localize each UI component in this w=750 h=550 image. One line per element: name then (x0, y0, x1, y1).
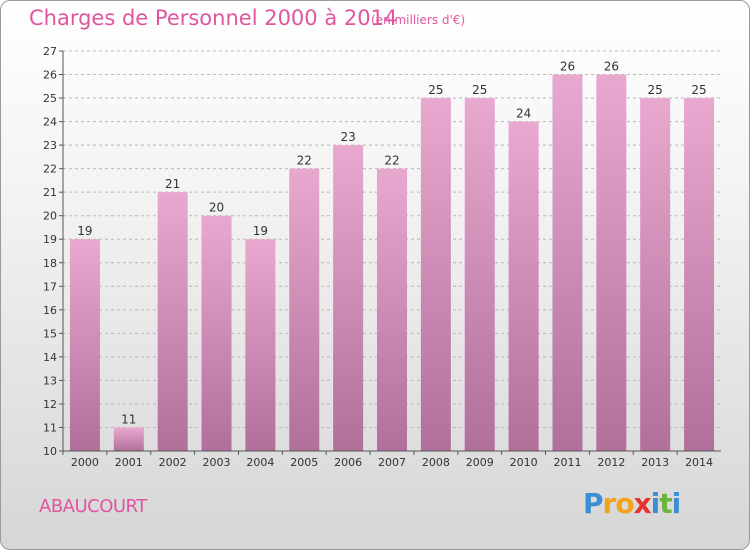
y-tick-label: 12 (43, 398, 57, 411)
y-tick-label: 20 (43, 210, 57, 223)
data-label: 22 (297, 154, 312, 168)
y-tick-label: 14 (43, 351, 57, 364)
logo-letter: o (615, 487, 634, 520)
data-label: 26 (560, 60, 575, 74)
data-label: 25 (472, 83, 487, 97)
x-tick-label: 2000 (71, 456, 99, 469)
x-tick-label: 2005 (290, 456, 318, 469)
bar (420, 98, 451, 451)
x-tick-label: 2008 (422, 456, 450, 469)
data-label: 23 (340, 130, 355, 144)
data-label: 25 (648, 83, 663, 97)
x-tick-label: 2012 (597, 456, 625, 469)
logo-letter: t (659, 487, 672, 520)
x-tick-label: 2003 (203, 456, 231, 469)
y-tick-label: 17 (43, 280, 57, 293)
data-label: 25 (691, 83, 706, 97)
bar (333, 145, 364, 451)
logo-letter: i (671, 487, 682, 520)
y-tick-label: 23 (43, 139, 57, 152)
y-tick-label: 16 (43, 304, 57, 317)
y-tick-label: 19 (43, 233, 57, 246)
y-tick-label: 22 (43, 163, 57, 176)
bar (69, 239, 100, 451)
y-tick-label: 13 (43, 374, 57, 387)
y-tick-label: 18 (43, 257, 57, 270)
bar (640, 98, 671, 451)
chart-subtitle: (en milliers d'€) (371, 13, 466, 27)
x-tick-label: 2001 (115, 456, 143, 469)
proxiti-logo: Proxiti (583, 487, 682, 520)
x-tick-label: 2010 (510, 456, 538, 469)
y-tick-label: 24 (43, 116, 57, 129)
chart-title: Charges de Personnel 2000 à 2014 (29, 6, 398, 30)
bar (157, 192, 188, 452)
x-tick-label: 2007 (378, 456, 406, 469)
bar (684, 98, 715, 451)
bar (596, 74, 627, 451)
data-label: 11 (121, 412, 136, 426)
x-tick-label: 2002 (159, 456, 187, 469)
logo-letter: x (633, 487, 652, 520)
y-tick-label: 11 (43, 421, 57, 434)
y-tick-label: 15 (43, 327, 57, 340)
logo-letter: r (602, 487, 617, 520)
data-label: 21 (165, 177, 180, 191)
x-tick-label: 2006 (334, 456, 362, 469)
x-tick-label: 2011 (553, 456, 581, 469)
y-tick-label: 26 (43, 69, 57, 82)
y-tick-label: 10 (43, 445, 57, 458)
data-label: 24 (516, 107, 531, 121)
x-tick-label: 2013 (641, 456, 669, 469)
commune-name: ABAUCOURT (39, 496, 147, 517)
x-tick-label: 2004 (246, 456, 274, 469)
data-label: 25 (428, 83, 443, 97)
bar (508, 121, 539, 452)
logo-letter: i (650, 487, 661, 520)
bar (201, 215, 232, 451)
bar (245, 239, 276, 451)
bar (552, 74, 583, 451)
x-tick-label: 2014 (685, 456, 713, 469)
data-label: 19 (77, 224, 92, 238)
data-label: 26 (604, 60, 619, 74)
bar (464, 98, 495, 451)
bar (289, 168, 320, 451)
data-label: 20 (209, 201, 224, 215)
bar (113, 427, 144, 451)
y-tick-label: 21 (43, 186, 57, 199)
logo-letter: P (583, 487, 604, 520)
data-label: 19 (253, 224, 268, 238)
bar (377, 168, 407, 451)
y-tick-label: 27 (43, 45, 57, 58)
x-tick-label: 2009 (466, 456, 494, 469)
data-label: 22 (384, 154, 399, 168)
y-tick-label: 25 (43, 92, 57, 105)
